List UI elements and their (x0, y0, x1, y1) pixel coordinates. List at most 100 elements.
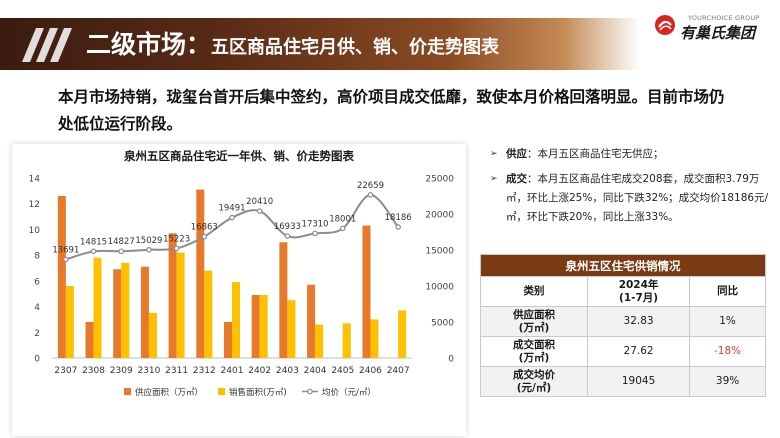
table-header-category: 类别 (480, 276, 588, 307)
price-point (173, 245, 180, 252)
bar-supply (85, 322, 94, 358)
chart-title: 泉州五区商品住宅近一年供、销、价走势图表 (123, 149, 354, 163)
price-point (146, 246, 152, 253)
table-row: 成交均价 (元/㎡) 19045 39% (480, 366, 766, 397)
header-bar (0, 18, 640, 70)
bullet-heading: 成交 (506, 173, 527, 185)
page-title-main: 二级市场： (86, 30, 212, 59)
x-tick-label: 2406 (359, 366, 382, 376)
table-cell-category: 成交均价 (元/㎡) (480, 366, 588, 397)
page-title-sub: 五区商品住宅月供、销、价走势图表 (211, 37, 500, 58)
bar-supply (168, 233, 177, 358)
price-point (395, 224, 401, 230)
y-right-tick-label: 5000 (431, 319, 454, 329)
x-tick-label: 2311 (165, 366, 188, 376)
price-point (284, 233, 291, 239)
price-point (312, 230, 318, 237)
bar-sales (204, 270, 213, 358)
x-tick-label: 2404 (304, 366, 327, 376)
bar-sales (93, 257, 102, 358)
bar-sales (148, 313, 157, 358)
legend-swatch-supply (124, 388, 131, 395)
market-bullets: ➢ 供应：本月五区商品住宅无供应； ➢ 成交：本月五区商品住宅成交208套，成交面积3… (490, 145, 772, 233)
bar-sales (398, 310, 407, 358)
y-left-tick-label: 6 (34, 277, 40, 287)
table-cell-category: 成交面积 (万㎡) (480, 336, 588, 367)
table-cell-value: 19045 (586, 366, 691, 397)
bar-supply (57, 196, 66, 358)
x-tick-label: 2312 (193, 366, 216, 376)
bullet-text: ：本月五区商品住宅成交208套，成交面积3.79万㎡，环比上涨25%，同比下跌3… (506, 173, 769, 223)
y-right-tick-label: 10000 (425, 283, 454, 293)
x-tick-label: 2310 (137, 366, 160, 376)
header-stripes-decoration (22, 28, 72, 62)
bar-supply (224, 322, 232, 358)
y-right-tick-label: 0 (448, 355, 454, 365)
bar-sales (65, 286, 74, 358)
price-data-label: 16933 (274, 222, 301, 232)
table-row: 成交面积 (万㎡) 27.62 -18% (480, 336, 766, 367)
bar-supply (362, 225, 371, 358)
bar-sales (287, 300, 296, 358)
y-left-tick-label: 2 (34, 329, 40, 339)
bar-sales (259, 295, 268, 358)
logo-chinese-text: 有巢氏集团 (680, 24, 756, 42)
price-data-label: 18001 (329, 214, 356, 224)
bar-sales (370, 319, 379, 358)
price-data-label: 15223 (163, 234, 190, 244)
price-point (63, 256, 69, 263)
page-title: 二级市场：五区商品住宅月供、销、价走势图表 (86, 28, 499, 62)
bar-supply (279, 242, 288, 358)
logo-english-text: YOURCHOICE GROUP (688, 14, 760, 22)
supply-sales-price-chart: 泉州五区商品住宅近一年供、销、价走势图表 0 2 4 6 8 10 12 14 0 5000 1000… (29, 149, 455, 398)
price-point (118, 248, 125, 255)
y-left-tick-label: 0 (34, 355, 40, 365)
table-cell-value: 27.62 (586, 336, 691, 367)
bar-sales (176, 252, 185, 358)
table-header-yoy: 同比 (689, 276, 766, 307)
legend-marker-price (307, 388, 313, 395)
bullet-text: ：本月五区商品住宅无供应； (527, 148, 664, 160)
bar-sales (232, 282, 240, 358)
table-cell-value: 32.83 (586, 306, 691, 337)
bar-sales (342, 323, 351, 358)
bullet-arrow-icon: ➢ (490, 174, 498, 184)
price-data-label: 22659 (357, 181, 384, 191)
price-data-label: 13691 (52, 245, 79, 255)
bullet-item: ➢ 成交：本月五区商品住宅成交208套，成交面积3.79万㎡，环比上涨25%，同比… (490, 170, 772, 227)
legend-label-sales: 销售面积(万㎡) (229, 387, 287, 398)
x-tick-label: 2407 (387, 366, 410, 376)
bar-supply (307, 284, 316, 358)
bar-sales (315, 324, 324, 358)
x-tick-label: 2403 (276, 366, 299, 376)
y-left-tick-label: 4 (34, 303, 40, 313)
price-point (256, 208, 263, 214)
bar-sales (121, 262, 130, 358)
table-header-period: 2024年 (1-7月) (586, 276, 691, 307)
price-data-label: 14815 (80, 237, 107, 247)
x-tick-label: 2309 (110, 366, 133, 376)
y-left-tick-label: 12 (29, 200, 40, 210)
price-data-label: 16863 (191, 223, 218, 233)
x-tick-label: 2308 (82, 366, 105, 376)
table-cell-yoy: 39% (689, 366, 766, 397)
price-data-label: 20410 (246, 197, 273, 207)
table-row: 供应面积 (万㎡) 32.83 1% (480, 306, 766, 337)
x-tick-label: 2401 (221, 366, 244, 376)
price-point (90, 248, 97, 255)
bar-supply (113, 269, 122, 358)
summary-text: 本月市场持销，珑玺台首开后集中签约，高价项目成交低靡，致使本月价格回落明显。目前… (58, 88, 725, 133)
table-cell-yoy: 1% (689, 306, 766, 337)
price-data-label: 17310 (302, 219, 329, 229)
price-data-label: 19491 (218, 204, 245, 214)
y-left-tick-label: 8 (34, 252, 40, 262)
y-left-tick-label: 14 (29, 175, 41, 185)
y-left-tick-label: 10 (29, 226, 41, 236)
bar-supply (196, 189, 205, 358)
bar-supply (251, 295, 260, 358)
legend-label-supply: 供应面积（万㎡） (135, 387, 203, 398)
price-point (201, 233, 208, 240)
supply-sales-table: 泉州五区住宅供销情况 类别 2024年 (1-7月) 同比 供应面积 (万㎡) 32.… (480, 254, 766, 397)
price-data-label: 14827 (108, 237, 135, 247)
legend-label-price: 均价（元/㎡） (322, 387, 376, 398)
